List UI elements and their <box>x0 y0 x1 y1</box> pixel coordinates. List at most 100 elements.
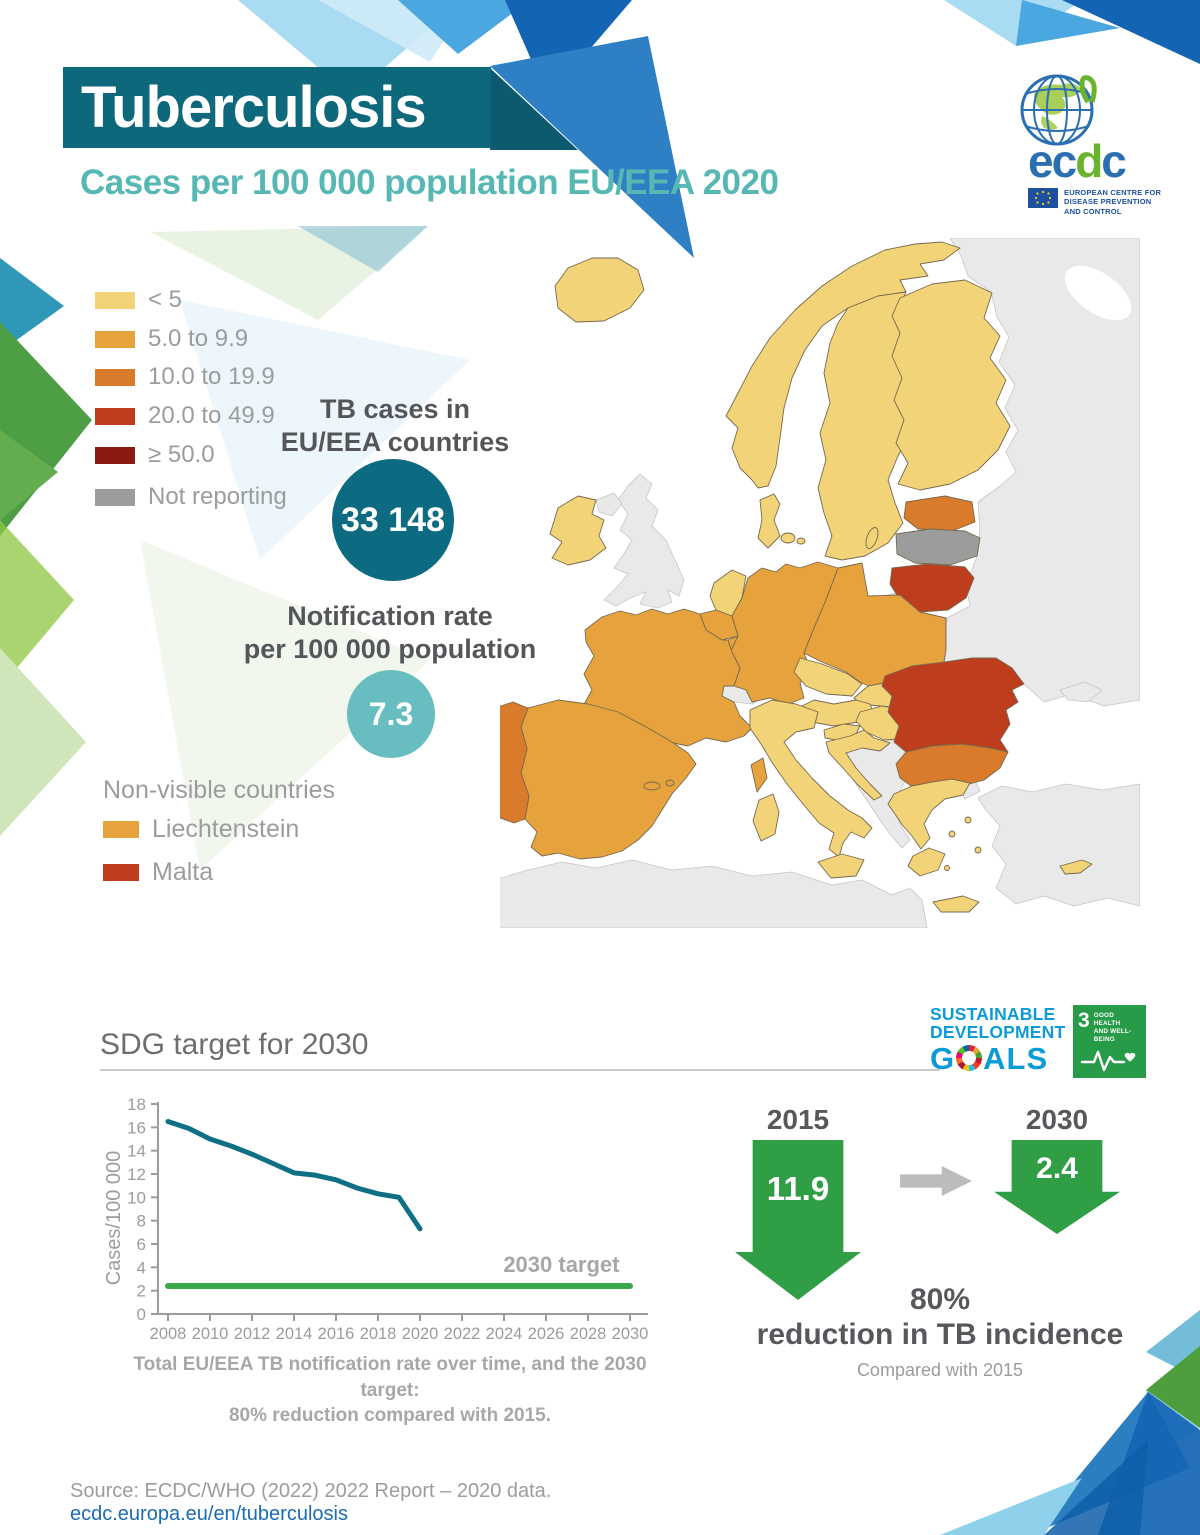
legend-item: 10.0 to 19.9 <box>95 363 275 390</box>
map-country-bulgaria <box>895 743 1009 789</box>
map-region-crimea <box>1059 681 1103 703</box>
svg-text:2030 target: 2030 target <box>503 1252 620 1277</box>
svg-text:2016: 2016 <box>318 1325 355 1343</box>
map-region-north-africa <box>500 859 928 928</box>
svg-text:2: 2 <box>137 1282 146 1301</box>
svg-text:2012: 2012 <box>234 1325 271 1343</box>
legend-item: ≥ 50.0 <box>95 441 215 468</box>
non-visible-item: Liechtenstein <box>103 815 299 843</box>
legend-label: ≥ 50.0 <box>148 441 215 468</box>
map-country-sicily <box>817 853 865 879</box>
non-visible-item: Malta <box>103 858 213 886</box>
ecdc-globe-icon <box>1020 74 1097 146</box>
page-subtitle: Cases per 100 000 population EU/EEA 2020 <box>80 163 779 202</box>
map-country-iceland <box>554 257 645 323</box>
from-value-arrow-icon: 11.9 <box>735 1140 861 1300</box>
ecdc-logo: ecdc EUROPEAN CENTRE FOR DISEASE PREVENT… <box>1012 72 1172 216</box>
non-visible-countries-title: Non-visible countries <box>103 776 336 804</box>
legend-swatch <box>95 330 135 348</box>
comparison-from-year: 2015 <box>766 1104 830 1135</box>
ecdc-wordmark: ecdc <box>1028 135 1127 187</box>
legend-swatch <box>103 863 139 881</box>
map-country-corsica <box>750 757 768 793</box>
map-country-lithuania <box>889 563 975 613</box>
map-country-italy <box>749 699 873 858</box>
sdg-goals-logo: SUSTAINABLE DEVELOPMENT G ALS <box>930 1004 1066 1076</box>
map-country-cyprus <box>1059 859 1093 875</box>
map-country-ireland <box>549 495 607 566</box>
tb-cases-label: TB cases in EU/EEA countries <box>280 394 510 457</box>
map-country-estonia <box>903 495 976 532</box>
legend-swatch <box>95 291 135 309</box>
svg-text:4: 4 <box>137 1258 146 1277</box>
map-country-sardinia <box>752 793 780 842</box>
svg-text:10: 10 <box>127 1188 146 1207</box>
eu-flag-icon <box>1028 188 1058 208</box>
section-divider <box>100 1069 940 1071</box>
sdg-section-heading: SDG target for 2030 <box>100 1028 369 1061</box>
svg-text:2026: 2026 <box>528 1325 565 1343</box>
map-country-denmark-isles <box>780 532 806 545</box>
map-country-czechia <box>793 657 863 697</box>
svg-text:2010: 2010 <box>192 1325 229 1343</box>
map-country-greece <box>887 778 971 850</box>
legend-swatch <box>95 407 135 425</box>
map-region-non-eu-east <box>940 238 1140 707</box>
legend-item: 5.0 to 9.9 <box>95 325 248 352</box>
map-region-n-ireland <box>595 492 623 517</box>
ecdc-caption: EUROPEAN CENTRE FOR DISEASE PREVENTION A… <box>1064 188 1162 216</box>
svg-text:6: 6 <box>137 1235 146 1254</box>
legend-label: Not reporting <box>148 483 287 510</box>
legend-item: Not reporting <box>95 483 287 510</box>
notification-rate-badge: 7.3 <box>347 670 435 758</box>
svg-text:0: 0 <box>137 1305 146 1324</box>
map-country-balearics <box>643 779 675 791</box>
svg-text:2020: 2020 <box>402 1325 439 1343</box>
sdg-goal-3-tile: 3 GOOD HEALTH AND WELL-BEING <box>1073 1005 1146 1078</box>
svg-text:2028: 2028 <box>570 1325 607 1343</box>
map-country-romania <box>881 657 1025 753</box>
heartbeat-icon <box>1080 1050 1136 1072</box>
legend-item: < 5 <box>95 286 182 313</box>
svg-text:2008: 2008 <box>150 1325 187 1343</box>
tb-cases-badge: 33 148 <box>332 459 454 581</box>
legend-swatch <box>103 820 139 838</box>
comparison-to-year: 2030 <box>1025 1104 1089 1135</box>
notification-rate-label: Notification rate per 100 000 population <box>243 601 537 664</box>
chart-caption: Total EU/EEA TB notification rate over t… <box>133 1354 647 1427</box>
map-region-uk <box>603 473 685 609</box>
to-value-arrow-icon: 2.4 <box>994 1140 1120 1234</box>
legend-swatch <box>95 368 135 386</box>
map-country-finland <box>891 279 1011 491</box>
tb-rate-line-chart: Cases/100 000 0 2 4 6 8 10 12 14 16 18 2008 2010 2012… <box>103 1095 649 1343</box>
map-country-peloponnese <box>907 847 946 877</box>
svg-text:8: 8 <box>137 1212 146 1231</box>
map-country-crete <box>932 895 980 913</box>
map-country-gotland <box>865 527 879 549</box>
source-text: Source: ECDC/WHO (2022) 2022 Report – 20… <box>70 1480 552 1502</box>
reduction-percent: 80% <box>909 1283 971 1316</box>
reduction-footnote: Compared with 2015 <box>856 1360 1024 1380</box>
svg-text:14: 14 <box>127 1142 146 1161</box>
legend-swatch <box>95 488 135 506</box>
map-country-denmark <box>757 493 781 549</box>
svg-text:2018: 2018 <box>360 1325 397 1343</box>
map-country-croatia <box>825 729 891 801</box>
legend-label: < 5 <box>148 286 183 313</box>
svg-text:2030: 2030 <box>612 1325 649 1343</box>
svg-text:2024: 2024 <box>486 1325 523 1343</box>
map-country-norway <box>725 241 961 489</box>
right-arrow-icon <box>900 1166 972 1196</box>
sdg-wheel-icon <box>956 1045 983 1072</box>
title-banner: Tuberculosis <box>63 67 491 148</box>
source-link[interactable]: ecdc.europa.eu/en/tuberculosis <box>70 1503 348 1525</box>
legend-label: 5.0 to 9.9 <box>148 325 249 352</box>
country-label: Malta <box>152 857 214 886</box>
legend-label: 10.0 to 19.9 <box>148 363 275 390</box>
legend-item: 20.0 to 49.9 <box>95 402 275 429</box>
page-title: Tuberculosis <box>81 75 427 140</box>
source-block: Source: ECDC/WHO (2022) 2022 Report – 20… <box>70 1480 551 1526</box>
map-region-turkey <box>977 783 1140 907</box>
reduction-text: reduction in TB incidence <box>756 1318 1124 1351</box>
